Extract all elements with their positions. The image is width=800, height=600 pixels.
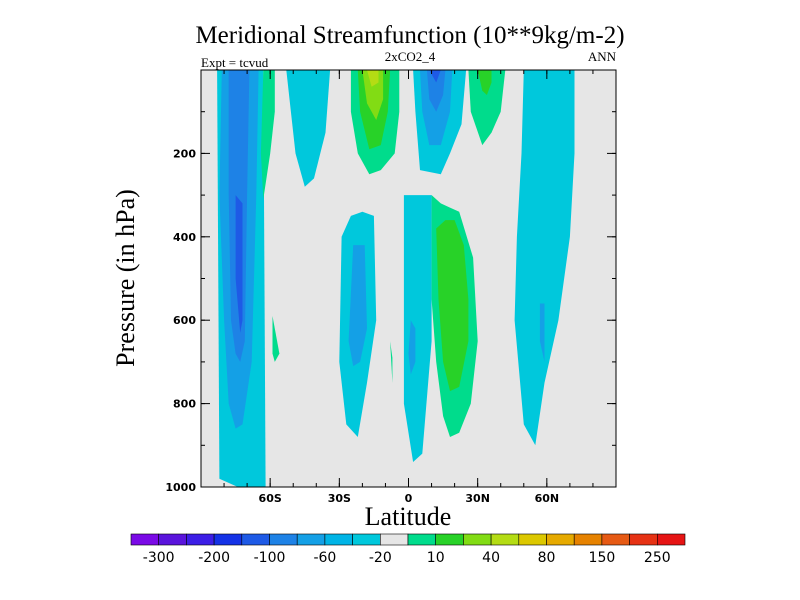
colorbar-box: [379, 533, 409, 546]
contour-region: [436, 220, 469, 392]
y-tick-label: 200: [173, 147, 196, 160]
y-axis-label: Pressure (in hPa): [111, 189, 140, 367]
y-tick-label: 1000: [165, 481, 196, 494]
contour-region: [477, 70, 492, 95]
contour-region: [235, 195, 243, 333]
colorbar-box: [629, 533, 658, 546]
contour-region: [539, 303, 545, 362]
contour-region: [260, 70, 275, 200]
colorbar-box: [490, 533, 520, 546]
colorbar: -300 -200 -100 -60 -20 10 40 80 150 250: [130, 533, 686, 566]
colorbar-label: 10: [427, 550, 445, 566]
colorbar-box: [573, 533, 603, 546]
contour-region: [390, 341, 393, 383]
y-tick-label: 600: [173, 314, 196, 327]
colorbar-box: [352, 533, 381, 546]
contour-region: [403, 195, 432, 462]
colorbar-box: [463, 533, 492, 546]
x-tick-label: 30S: [328, 492, 351, 505]
colorbar-label: -300: [143, 550, 175, 566]
colorbar-label: -20: [369, 550, 392, 566]
colorbar-box: [407, 533, 437, 546]
contour-region: [514, 70, 575, 446]
colorbar-box: [158, 533, 187, 546]
colorbar-box: [518, 533, 547, 546]
y-tick-label: 800: [173, 398, 196, 411]
colorbar-label: 250: [644, 550, 671, 566]
colorbar-box: [130, 533, 160, 546]
colorbar-box: [241, 533, 270, 546]
x-axis-label: Latitude: [365, 502, 452, 531]
colorbar-box: [435, 533, 464, 546]
colorbar-box: [269, 533, 298, 546]
y-tick-label: 400: [173, 231, 196, 244]
contour-region: [426, 70, 446, 112]
x-tick-label: 0: [405, 492, 413, 505]
colorbar-label: 150: [589, 550, 616, 566]
colorbar-box: [186, 533, 215, 546]
axes: 60S 30S 0 30N 60N 200 400 600 800 1000: [165, 69, 617, 505]
chart-subtitle-right: ANN: [588, 49, 617, 64]
chart-subtitle-left: Expt = tcvud: [201, 55, 269, 70]
colorbar-box: [656, 533, 686, 546]
colorbar-label: -200: [198, 550, 230, 566]
x-tick-label: 30N: [465, 492, 490, 505]
contour-region: [286, 70, 331, 187]
contour-region: [272, 316, 280, 362]
colorbar-label: 80: [538, 550, 556, 566]
colorbar-label: -100: [254, 550, 286, 566]
chart-title: Meridional Streamfunction (10**9kg/m-2): [195, 22, 624, 49]
plot-area: [201, 70, 616, 487]
colorbar-box: [601, 533, 630, 546]
colorbar-box: [546, 533, 575, 546]
colorbar-box: [213, 533, 243, 546]
contour-region: [429, 70, 441, 83]
contour-region: [367, 70, 379, 87]
colorbar-label: -60: [313, 550, 336, 566]
colorbar-box: [324, 533, 353, 546]
chart-subtitle-center: 2xCO2_4: [385, 49, 436, 64]
x-tick-label: 60N: [535, 492, 560, 505]
x-tick-label: 60S: [259, 492, 282, 505]
colorbar-box: [296, 533, 326, 546]
colorbar-label: 40: [482, 550, 500, 566]
contour-region: [468, 70, 506, 146]
contour-region: [348, 245, 367, 367]
contour-region: [408, 320, 416, 375]
